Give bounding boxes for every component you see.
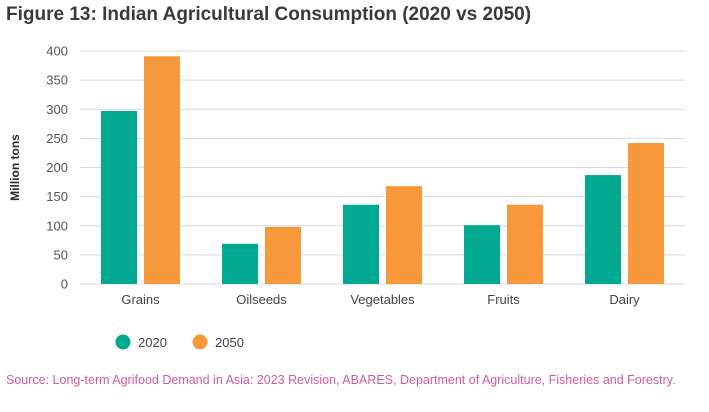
bar-2050-dairy: [628, 143, 664, 284]
legend-label-2050: 2050: [215, 335, 244, 350]
legend-label-2020: 2020: [138, 335, 167, 350]
figure-title: Figure 13: Indian Agricultural Consumpti…: [6, 4, 532, 25]
x-tick-label: Vegetables: [350, 292, 415, 307]
x-tick-label: Fruits: [487, 292, 520, 307]
y-tick-label: 300: [46, 102, 68, 117]
y-tick-label: 50: [54, 247, 68, 262]
y-tick-label: 400: [46, 44, 68, 59]
x-tick-label: Dairy: [609, 292, 640, 307]
legend-marker-2020: [115, 334, 131, 350]
bar-2050-oilseeds: [265, 226, 301, 284]
y-tick-label: 350: [46, 73, 68, 88]
y-tick-label: 200: [46, 160, 68, 175]
bar-2020-vegetables: [343, 204, 379, 284]
source-note: Source: Long-term Agrifood Demand in Asi…: [6, 373, 676, 387]
y-tick-label: 100: [46, 218, 68, 233]
y-tick-label: 250: [46, 131, 68, 146]
x-tick-label: Grains: [121, 292, 160, 307]
bar-2050-grains: [144, 56, 180, 285]
bar-2020-oilseeds: [222, 243, 258, 284]
legend-marker-2050: [192, 334, 208, 350]
y-axis-label: Million tons: [8, 134, 22, 201]
bar-2020-fruits: [464, 225, 500, 284]
y-tick-label: 0: [61, 277, 68, 292]
bar-2020-dairy: [585, 175, 621, 284]
bar-chart: 0 50 100 150 200 250 300 350 400 Million tons Grai…: [8, 44, 685, 350]
bar-2050-fruits: [507, 204, 543, 284]
bar-2050-vegetables: [386, 186, 422, 284]
y-tick-label: 150: [46, 189, 68, 204]
x-tick-label: Oilseeds: [236, 292, 287, 307]
bar-2020-grains: [101, 110, 137, 284]
